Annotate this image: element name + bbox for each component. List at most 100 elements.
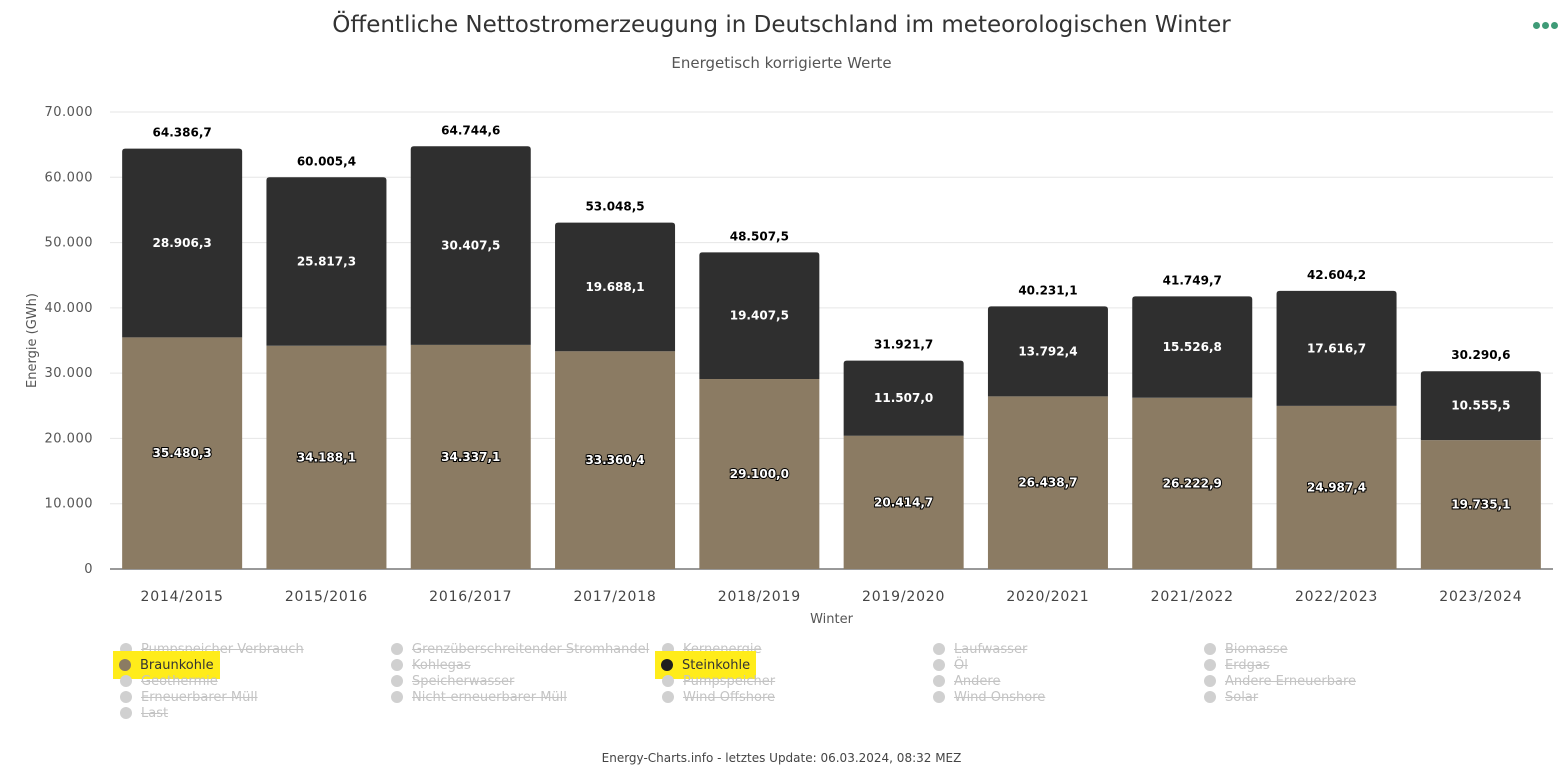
x-tick-label: 2022/2023	[1295, 589, 1378, 605]
legend-label: Speicherwasser	[412, 673, 515, 689]
legend-item[interactable]: Kohlegas	[391, 657, 471, 673]
total-label: 64.386,7	[153, 126, 212, 140]
total-label: 64.744,6	[441, 123, 500, 137]
legend-label: Andere Erneuerbare	[1225, 673, 1356, 689]
legend-label: Solar	[1225, 689, 1259, 705]
legend-item[interactable]: Wind Onshore	[933, 689, 1045, 705]
legend-marker	[1204, 659, 1216, 671]
legend-item[interactable]: Geothermie	[120, 673, 218, 689]
y-tick-label: 10.000	[45, 497, 94, 512]
footer-credit: Energy-Charts.info - letztes Update: 06.…	[601, 751, 962, 765]
data-label-steinkohle: 17.616,7	[1307, 341, 1366, 355]
y-tick-label: 60.000	[45, 170, 94, 185]
legend-marker	[661, 659, 673, 671]
y-tick-label: 30.000	[45, 366, 94, 381]
legend-marker	[933, 659, 945, 671]
x-tick-label: 2016/2017	[429, 589, 512, 605]
legend-label: Geothermie	[141, 673, 218, 689]
legend-item[interactable]: Steinkohle	[655, 651, 757, 679]
legend-label: Andere	[954, 673, 1001, 689]
legend-label: Kohlegas	[412, 657, 471, 673]
legend-marker	[391, 643, 403, 655]
legend-label: Pumpspeicher	[683, 673, 776, 689]
legend-item[interactable]: Pumpspeicher	[662, 673, 775, 689]
bar-chart: 0 10.000 20.000 30.000 40.000 50.000 60.000 70.…	[25, 105, 1553, 627]
legend-item[interactable]: Biomasse	[1204, 641, 1288, 657]
legend-marker	[391, 675, 403, 687]
legend-marker	[933, 691, 945, 703]
bar-steinkohle	[843, 360, 964, 436]
legend-item[interactable]: Andere	[933, 673, 1000, 689]
data-label-steinkohle: 19.407,5	[730, 309, 789, 323]
data-label-braunkohle: 26.438,7	[1018, 476, 1077, 490]
data-label-steinkohle: 15.526,8	[1163, 340, 1222, 354]
y-tick-label: 20.000	[45, 431, 94, 446]
data-label-steinkohle: 10.555,5	[1451, 399, 1510, 413]
bar-steinkohle	[699, 252, 820, 380]
ellipsis-icon[interactable]	[1533, 18, 1559, 32]
total-label: 31.921,7	[874, 338, 933, 352]
bar-braunkohle	[266, 345, 387, 569]
data-label-braunkohle: 34.188,1	[297, 450, 356, 464]
legend-item[interactable]: Speicherwasser	[391, 673, 514, 689]
bar-braunkohle	[699, 379, 820, 569]
bar-braunkohle	[555, 351, 676, 569]
data-label-steinkohle: 25.817,3	[297, 255, 356, 269]
legend-item[interactable]: Last	[120, 705, 168, 721]
bar-steinkohle	[122, 148, 243, 338]
legend-marker	[662, 691, 674, 703]
bar-steinkohle	[1420, 371, 1541, 441]
data-label-steinkohle: 19.688,1	[585, 280, 644, 294]
bar-braunkohle	[843, 435, 964, 569]
total-label: 30.290,6	[1451, 348, 1510, 362]
legend-label: Braunkohle	[140, 657, 214, 673]
y-tick-label: 70.000	[45, 105, 94, 120]
x-tick-label: 2015/2016	[285, 589, 368, 605]
legend-item[interactable]: Andere Erneuerbare	[1204, 673, 1356, 689]
legend-label: Öl	[954, 657, 968, 673]
legend-item[interactable]: Erdgas	[1204, 657, 1270, 673]
total-label: 53.048,5	[585, 200, 644, 214]
legend-label: Grenzüberschreitender Stromhandel	[412, 641, 650, 657]
data-label-braunkohle: 20.414,7	[874, 495, 933, 509]
legend-marker	[1204, 643, 1216, 655]
legend-label: Laufwasser	[954, 641, 1028, 657]
legend-marker	[1204, 675, 1216, 687]
bar-braunkohle	[410, 344, 531, 569]
total-label: 40.231,1	[1018, 283, 1077, 297]
y-tick-label: 0	[84, 562, 93, 577]
data-label-braunkohle: 19.735,1	[1451, 498, 1510, 512]
legend-label: Erdgas	[1225, 657, 1270, 673]
bar-steinkohle	[266, 177, 387, 346]
bar-braunkohle	[1420, 440, 1541, 569]
y-axis-title: Energie (GWh)	[25, 293, 40, 388]
data-label-steinkohle: 11.507,0	[874, 391, 933, 405]
legend-marker	[120, 691, 132, 703]
y-tick-label: 50.000	[45, 236, 94, 251]
bar-steinkohle	[410, 146, 531, 345]
x-tick-label: 2014/2015	[141, 589, 224, 605]
legend-item[interactable]: Laufwasser	[933, 641, 1027, 657]
legend-item[interactable]: Wind Offshore	[662, 689, 775, 705]
legend-marker	[391, 659, 403, 671]
legend-label: Steinkohle	[682, 657, 751, 673]
legend-marker	[933, 675, 945, 687]
bar-steinkohle	[1276, 290, 1397, 406]
legend-item[interactable]: Grenzüberschreitender Stromhandel	[391, 641, 649, 657]
legend-item[interactable]: Erneuerbarer Müll	[120, 689, 258, 705]
bar-braunkohle	[122, 337, 243, 569]
legend-marker	[662, 675, 674, 687]
legend-item[interactable]: Solar	[1204, 689, 1258, 705]
bar-steinkohle	[987, 306, 1108, 397]
legend-marker	[1204, 691, 1216, 703]
legend-label: Wind Onshore	[954, 689, 1046, 705]
total-label: 48.507,5	[730, 229, 789, 243]
legend-label: Biomasse	[1225, 641, 1288, 657]
data-label-braunkohle: 34.337,1	[441, 450, 500, 464]
legend-item[interactable]: Nicht-erneuerbarer Müll	[391, 689, 567, 705]
data-label-steinkohle: 13.792,4	[1018, 344, 1077, 358]
legend-item[interactable]: Öl	[933, 657, 968, 673]
legend-item[interactable]: Braunkohle	[113, 651, 220, 679]
bar-steinkohle	[555, 222, 676, 352]
legend: Pumpspeicher Verbrauch Grenzüberschreiten…	[113, 641, 1560, 725]
